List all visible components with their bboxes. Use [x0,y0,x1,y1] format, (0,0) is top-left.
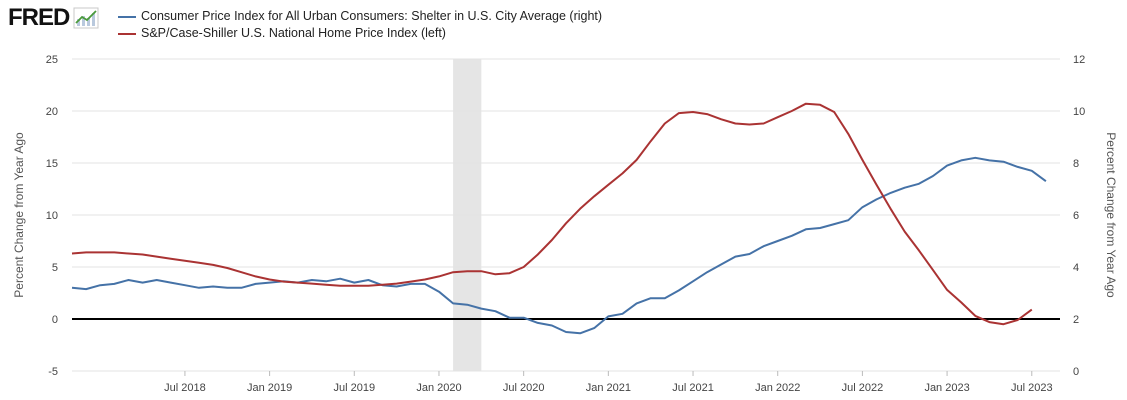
left-tick-label: 5 [52,262,58,274]
legend-swatch-shelter-cpi [118,15,136,18]
x-tick-label: Jul 2023 [1011,382,1053,394]
legend-label-case-shiller: S&P/Case-Shiller U.S. National Home Pric… [141,26,446,40]
right-tick-label: 4 [1073,262,1079,274]
series-line-0[interactable] [71,156,1047,335]
left-axis-ticks: -5 0 5 10 15 20 25 [46,54,58,378]
left-tick-label: -5 [48,366,58,378]
left-axis-label: Percent Change from Year Ago [12,132,26,298]
series-layer [71,102,1047,335]
x-tick-label: Jul 2021 [672,382,714,394]
x-axis-ticks: Jul 2018 Jan 2019 Jul 2019 Jan 2020 Jul 2020… [164,371,1053,394]
left-tick-label: 20 [46,106,58,118]
right-tick-label: 8 [1073,158,1079,170]
x-tick-label: Jul 2022 [842,382,884,394]
x-tick-label: Jan 2019 [247,382,292,394]
left-tick-label: 10 [46,210,58,222]
x-tick-label: Jul 2020 [503,382,545,394]
x-tick-label: Jan 2020 [416,382,461,394]
legend-label-shelter-cpi: Consumer Price Index for All Urban Consu… [141,9,603,23]
fred-chart-logo-icon [73,7,99,29]
x-tick-label: Jan 2023 [924,382,969,394]
x-tick-label: Jan 2022 [755,382,800,394]
x-tick-label: Jul 2018 [164,382,206,394]
x-tick-label: Jul 2019 [333,382,375,394]
fred-logo-text: FRED [8,4,70,31]
chart-legend: Consumer Price Index for All Urban Consu… [118,8,602,42]
right-tick-label: 2 [1073,314,1079,326]
grid-layer [72,58,1060,372]
left-tick-label: 25 [46,54,58,66]
series-line-1[interactable] [71,102,1033,326]
right-tick-label: 12 [1073,54,1085,66]
left-tick-label: 15 [46,158,58,170]
x-tick-label: Jan 2021 [586,382,631,394]
right-tick-label: 10 [1073,106,1085,118]
legend-item-case-shiller[interactable]: S&P/Case-Shiller U.S. National Home Pric… [118,25,602,42]
right-tick-label: 6 [1073,210,1079,222]
right-tick-label: 0 [1073,366,1079,378]
right-axis-label: Percent Change from Year Ago [1104,132,1118,298]
legend-item-shelter-cpi[interactable]: Consumer Price Index for All Urban Consu… [118,8,602,25]
legend-swatch-case-shiller [118,32,136,35]
right-axis-ticks: 0 2 4 6 8 10 12 [1073,54,1085,378]
fred-logo[interactable]: FRED [8,4,99,32]
left-tick-label: 0 [52,314,58,326]
